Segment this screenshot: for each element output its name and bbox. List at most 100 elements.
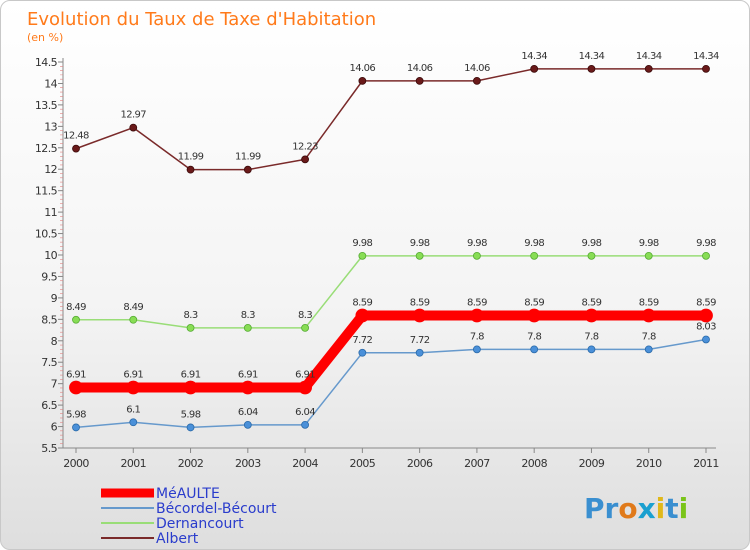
data-point-dernancourt: [129, 315, 138, 324]
data-label-dernancourt: 9.98: [696, 238, 716, 249]
data-point-m-aulte: [298, 380, 312, 395]
data-point-b-cordel-b-court: [243, 420, 252, 429]
data-point-dernancourt: [186, 324, 195, 332]
x-tick-label: 2004: [292, 457, 318, 470]
x-tick-label: 2011: [693, 457, 719, 470]
y-tick-label: 6.5: [41, 399, 57, 412]
series-line-dernancourt: [76, 255, 706, 329]
data-label-m-aulte: 6.91: [295, 370, 315, 381]
data-point-albert: [243, 165, 252, 174]
data-label-b-cordel-b-court: 6.04: [295, 407, 315, 418]
data-label-dernancourt: 9.98: [410, 238, 430, 249]
x-tick-label: 2006: [407, 457, 433, 470]
data-label-m-aulte: 8.59: [696, 297, 716, 308]
data-label-albert: 14.34: [521, 51, 547, 62]
data-label-b-cordel-b-court: 6.1: [126, 404, 140, 415]
y-tick-label: 11: [44, 206, 57, 219]
y-tick-label: 10: [44, 249, 57, 262]
legend-label-m-aulte: MéAULTE: [156, 486, 220, 502]
data-point-dernancourt: [473, 251, 481, 260]
data-point-m-aulte: [699, 308, 713, 323]
data-label-albert: 14.34: [579, 51, 605, 62]
y-tick-label: 14: [44, 77, 57, 90]
data-point-albert: [301, 155, 309, 164]
logo-letter: o: [618, 492, 637, 525]
data-label-albert: 14.06: [350, 63, 376, 74]
x-tick-label: 2000: [63, 457, 89, 470]
data-label-b-cordel-b-court: 5.98: [181, 409, 201, 420]
data-label-b-cordel-b-court: 7.8: [642, 331, 656, 342]
y-tick-label: 9: [51, 292, 58, 305]
data-point-m-aulte: [240, 380, 255, 395]
y-tick-label: 9.5: [41, 270, 57, 283]
data-label-dernancourt: 9.98: [524, 238, 544, 249]
data-point-albert: [644, 64, 653, 73]
data-point-albert: [415, 76, 424, 85]
data-point-albert: [72, 144, 80, 153]
data-point-m-aulte: [641, 308, 656, 323]
y-tick-label: 8.5: [41, 313, 57, 326]
data-point-b-cordel-b-court: [129, 418, 138, 427]
data-point-dernancourt: [415, 251, 424, 260]
y-tick-label: 11.5: [35, 185, 58, 198]
data-point-b-cordel-b-court: [415, 348, 424, 357]
x-tick-label: 2005: [350, 457, 376, 470]
legend-label-albert: Albert: [156, 531, 199, 547]
logo-letter: P: [584, 492, 605, 525]
data-point-albert: [358, 76, 367, 85]
data-label-dernancourt: 9.98: [582, 238, 602, 249]
y-tick-label: 13: [44, 120, 57, 133]
y-axis-unit-label: (en %): [27, 31, 63, 44]
y-tick-label: 7: [51, 378, 58, 391]
data-point-m-aulte: [470, 308, 484, 323]
data-label-albert: 14.06: [407, 63, 433, 74]
y-tick-label: 14.5: [35, 56, 58, 69]
data-label-albert: 14.34: [693, 51, 719, 62]
data-point-b-cordel-b-court: [702, 335, 710, 344]
data-point-b-cordel-b-court: [530, 345, 539, 354]
data-label-m-aulte: 6.91: [238, 370, 258, 381]
logo-letter: t: [665, 492, 678, 525]
data-label-dernancourt: 8.3: [298, 310, 312, 321]
x-tick-label: 2010: [636, 457, 662, 470]
data-point-b-cordel-b-court: [644, 345, 653, 354]
series-layer: [69, 64, 713, 432]
data-point-m-aulte: [355, 308, 370, 323]
data-point-b-cordel-b-court: [301, 420, 309, 429]
x-tick-label: 2001: [120, 457, 146, 470]
data-label-b-cordel-b-court: 7.72: [352, 335, 372, 346]
logo-letter: x: [638, 492, 656, 525]
y-tick-label: 7.5: [41, 356, 57, 369]
data-label-albert: 14.34: [636, 51, 662, 62]
data-point-dernancourt: [702, 251, 710, 260]
data-label-b-cordel-b-court: 7.8: [527, 331, 541, 342]
y-tick-label: 12: [44, 163, 57, 176]
axes: 5.566.577.588.599.51010.51111.51212.5131…: [35, 56, 719, 470]
data-label-dernancourt: 9.98: [352, 238, 372, 249]
data-point-m-aulte: [584, 308, 599, 323]
data-point-albert: [129, 123, 138, 132]
x-tick-label: 2003: [235, 457, 261, 470]
data-point-dernancourt: [644, 251, 653, 260]
legend-label-b-cordel-b-court: Bécordel-Bécourt: [156, 501, 277, 517]
data-point-b-cordel-b-court: [186, 423, 195, 432]
data-label-albert: 11.99: [235, 152, 261, 163]
data-point-albert: [587, 64, 596, 73]
y-tick-label: 12.5: [35, 142, 58, 155]
data-point-dernancourt: [358, 251, 367, 260]
series-line-m-aulte: [76, 310, 706, 393]
data-point-dernancourt: [301, 324, 309, 332]
y-tick-label: 8: [51, 335, 58, 348]
data-label-dernancourt: 9.98: [639, 238, 659, 249]
data-label-albert: 12.23: [292, 141, 318, 152]
data-label-b-cordel-b-court: 7.72: [410, 335, 430, 346]
data-label-albert: 11.99: [178, 152, 204, 163]
data-label-b-cordel-b-court: 6.04: [238, 407, 258, 418]
logo-letter: r: [605, 492, 619, 525]
data-point-b-cordel-b-court: [587, 345, 596, 354]
data-point-m-aulte: [527, 308, 542, 323]
data-point-b-cordel-b-court: [72, 423, 80, 432]
data-point-m-aulte: [183, 380, 198, 395]
